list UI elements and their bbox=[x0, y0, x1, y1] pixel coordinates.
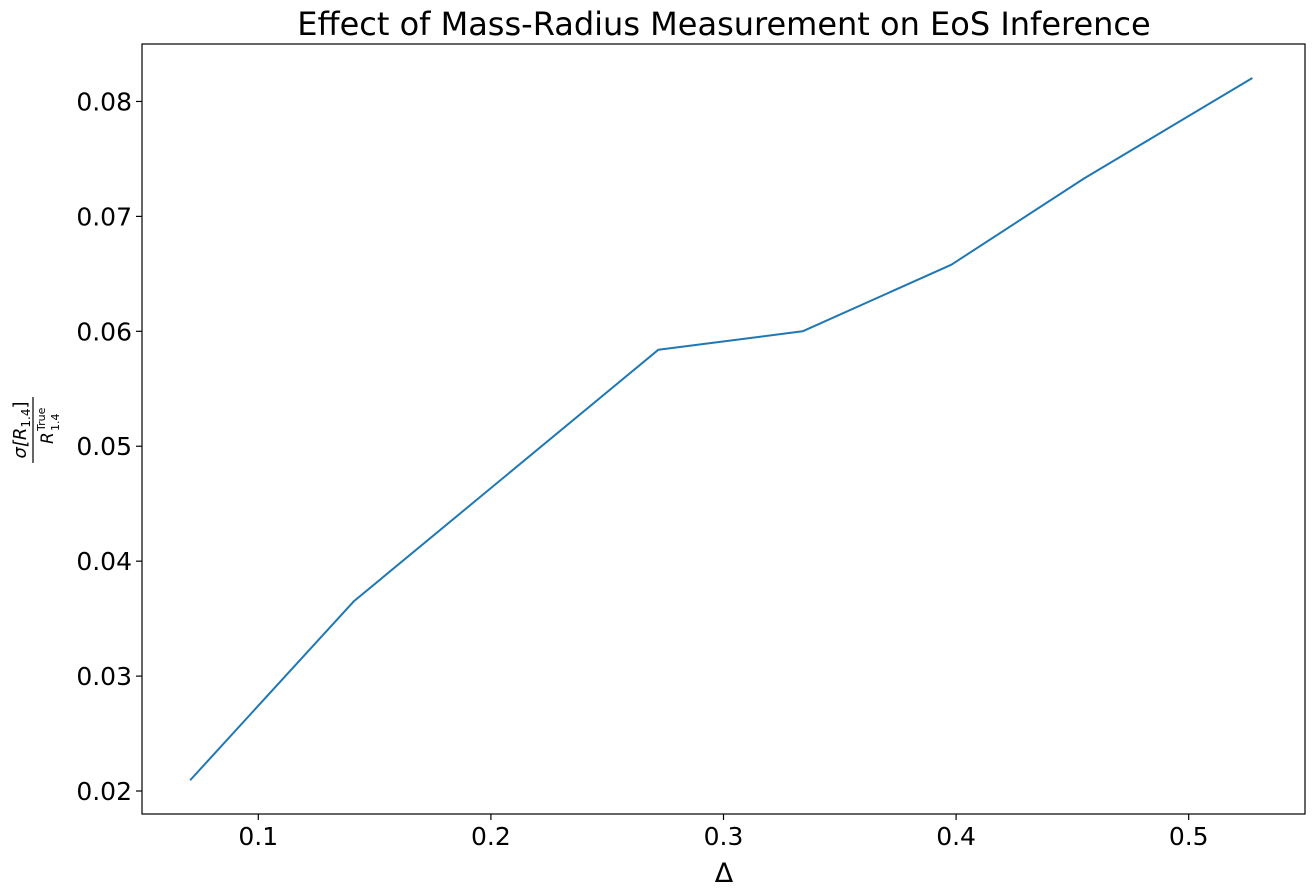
y-tick-label: 0.03 bbox=[76, 662, 132, 691]
y-tick-label: 0.07 bbox=[76, 202, 132, 231]
y-axis-ticks: 0.02 0.03 0.04 0.05 0.06 0.07 0.08 bbox=[76, 87, 142, 806]
y-tick-label: 0.05 bbox=[76, 432, 132, 461]
x-tick-label: 0.2 bbox=[471, 822, 511, 851]
x-tick-label: 0.1 bbox=[238, 822, 278, 851]
y-tick-label: 0.08 bbox=[76, 87, 132, 116]
x-tick-label: 0.5 bbox=[1169, 822, 1209, 851]
x-tick-label: 0.4 bbox=[936, 822, 976, 851]
series-layer bbox=[189, 77, 1253, 781]
y-tick-label: 0.02 bbox=[76, 777, 132, 806]
y-axis-label-numerator: σ[R1.4] bbox=[10, 401, 33, 458]
chart-title: Effect of Mass-Radius Measurement on EoS… bbox=[297, 5, 1150, 43]
y-axis-label-denominator-sup: True bbox=[35, 407, 48, 432]
x-axis-label: Δ bbox=[715, 858, 734, 889]
x-axis-ticks: 0.1 0.2 0.3 0.4 0.5 bbox=[238, 814, 1209, 851]
y-tick-label: 0.06 bbox=[76, 317, 132, 346]
series-line bbox=[189, 77, 1253, 781]
x-tick-label: 0.3 bbox=[704, 822, 744, 851]
y-axis-label-denominator: R bbox=[38, 432, 58, 444]
y-tick-label: 0.04 bbox=[76, 547, 132, 576]
y-axis-label: σ[R1.4] R True 1.4 bbox=[10, 397, 62, 463]
y-axis-label-denominator-sub: 1.4 bbox=[49, 414, 62, 432]
